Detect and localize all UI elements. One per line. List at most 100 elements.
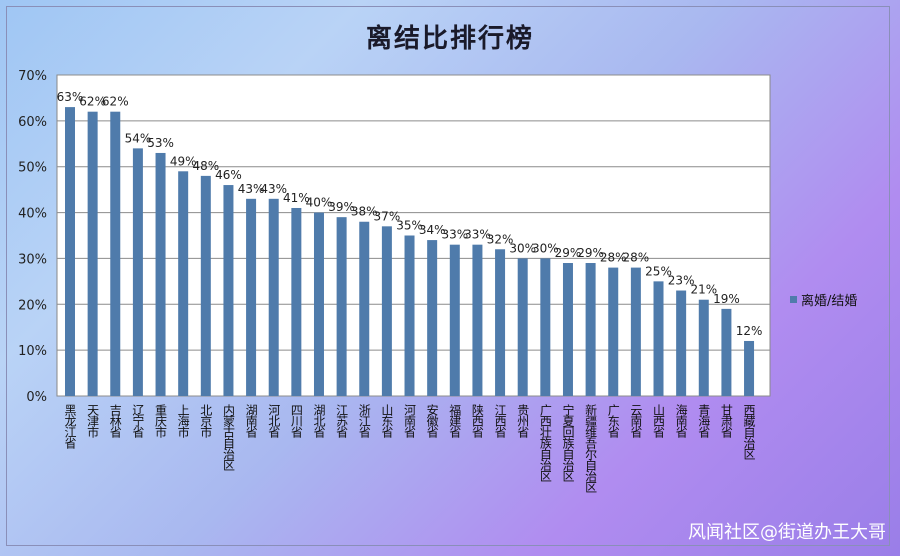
x-tick-label: 河南省 xyxy=(402,404,417,437)
x-tick-label: 四川省 xyxy=(289,404,304,437)
bar xyxy=(246,198,257,396)
x-tick-label: 宁夏回族自治区 xyxy=(560,404,575,481)
x-tick-label: 青海省 xyxy=(696,404,711,437)
bar xyxy=(653,281,664,396)
legend-swatch xyxy=(790,296,797,303)
bar xyxy=(540,258,551,396)
bar xyxy=(359,221,370,396)
legend-label: 离婚/结婚 xyxy=(801,294,858,309)
data-label: 63% xyxy=(57,90,84,104)
bar xyxy=(223,185,234,396)
x-tick-label: 陕西省 xyxy=(470,404,485,437)
bar xyxy=(427,240,438,396)
bar xyxy=(585,263,596,396)
data-label: 28% xyxy=(600,251,627,265)
data-label: 30% xyxy=(509,241,536,255)
x-tick-label: 黑龙江省 xyxy=(63,404,77,448)
x-tick-label: 广西壮族自治区 xyxy=(538,404,553,481)
data-label: 23% xyxy=(668,274,695,288)
data-label: 41% xyxy=(283,191,310,205)
bar xyxy=(200,175,211,396)
data-label: 62% xyxy=(102,95,129,109)
bar xyxy=(517,258,528,396)
x-tick-label: 海南省 xyxy=(674,404,689,437)
bar xyxy=(698,299,709,396)
x-tick-label: 浙江省 xyxy=(357,404,372,437)
bar xyxy=(381,226,392,396)
bar xyxy=(608,267,619,396)
data-label: 62% xyxy=(79,95,106,109)
x-tick-label: 云南省 xyxy=(628,404,643,437)
x-tick-label: 湖南省 xyxy=(244,404,259,437)
chart-title: 离结比排行榜 xyxy=(365,24,534,54)
data-label: 25% xyxy=(645,264,672,278)
y-tick-label: 10% xyxy=(18,344,47,359)
x-tick-label: 安徽省 xyxy=(425,404,440,437)
bar xyxy=(562,263,573,396)
x-tick-label: 福建省 xyxy=(447,404,462,437)
x-tick-label: 甘肃省 xyxy=(719,404,734,437)
bar xyxy=(155,152,166,396)
data-label: 35% xyxy=(396,219,423,233)
data-label: 39% xyxy=(328,200,355,214)
bar xyxy=(495,249,506,396)
x-tick-label: 内蒙古自治区 xyxy=(221,404,236,470)
data-label: 32% xyxy=(487,232,514,246)
y-tick-label: 60% xyxy=(18,115,47,130)
bar xyxy=(721,308,732,396)
data-label: 43% xyxy=(238,182,265,196)
y-tick-label: 50% xyxy=(18,161,47,176)
data-label: 12% xyxy=(736,324,763,338)
x-tick-label: 山东省 xyxy=(379,404,394,437)
data-label: 46% xyxy=(215,168,242,182)
bar xyxy=(87,111,98,396)
x-tick-label: 辽宁省 xyxy=(130,404,145,437)
data-label: 38% xyxy=(351,205,378,219)
data-label: 30% xyxy=(532,241,559,255)
bar xyxy=(178,171,189,396)
data-label: 19% xyxy=(713,292,740,306)
data-label: 48% xyxy=(192,159,219,173)
data-label: 29% xyxy=(577,246,604,260)
data-label: 53% xyxy=(147,136,174,150)
bar xyxy=(268,198,279,396)
data-label: 37% xyxy=(374,209,401,223)
y-tick-label: 40% xyxy=(18,207,47,222)
x-tick-label: 新疆维吾尔自治区 xyxy=(583,404,598,492)
bar xyxy=(291,207,302,396)
x-tick-label: 北京市 xyxy=(198,404,213,437)
chart-frame xyxy=(6,6,890,546)
data-label: 54% xyxy=(125,131,152,145)
x-tick-label: 河北省 xyxy=(266,404,281,437)
data-label: 34% xyxy=(419,223,446,237)
x-tick-label: 吉林省 xyxy=(108,404,123,437)
y-tick-label: 70% xyxy=(18,69,47,84)
watermark: 风闻社区@街道办王大哥 xyxy=(688,522,886,543)
bar xyxy=(449,244,460,396)
y-tick-label: 0% xyxy=(26,390,47,405)
x-tick-label: 湖北省 xyxy=(311,404,326,437)
y-tick-label: 30% xyxy=(18,252,47,267)
data-label: 49% xyxy=(170,154,197,168)
bar xyxy=(404,235,415,396)
x-tick-label: 广东省 xyxy=(606,404,621,437)
x-tick-label: 山西省 xyxy=(651,404,666,437)
data-label: 33% xyxy=(464,228,491,242)
bar xyxy=(744,340,755,396)
bar xyxy=(110,111,121,396)
data-label: 40% xyxy=(306,196,333,210)
bar xyxy=(676,290,687,396)
x-tick-label: 贵州省 xyxy=(515,404,530,437)
data-label: 33% xyxy=(441,228,468,242)
legend: 离婚/结婚 xyxy=(790,290,857,309)
bar xyxy=(630,267,641,396)
data-label: 43% xyxy=(260,182,287,196)
x-tick-label: 西藏自治区 xyxy=(742,404,757,459)
data-label: 29% xyxy=(555,246,582,260)
bar xyxy=(313,212,324,396)
bar xyxy=(132,148,143,396)
data-label: 21% xyxy=(690,283,717,297)
x-tick-label: 天津市 xyxy=(85,404,100,437)
x-tick-label: 重庆市 xyxy=(153,404,168,437)
y-tick-label: 20% xyxy=(18,298,47,313)
